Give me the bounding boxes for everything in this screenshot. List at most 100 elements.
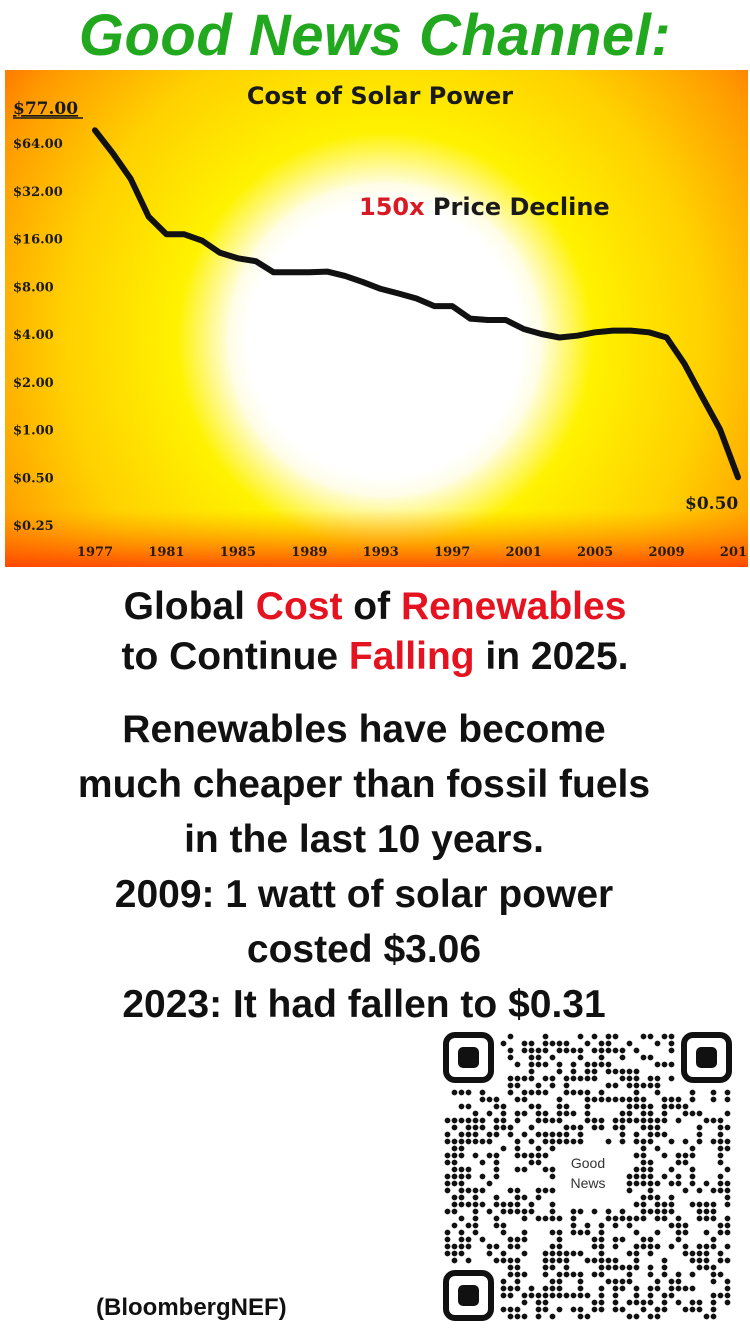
qr-module [535,1054,542,1061]
qr-module [696,1264,703,1271]
qr-module [514,1061,521,1068]
qr-module [556,1278,563,1285]
qr-module [500,1117,507,1124]
qr-module [619,1117,626,1124]
qr-module [472,1194,479,1201]
qr-module [591,1061,598,1068]
qr-module [689,1306,696,1313]
qr-module [521,1075,528,1082]
qr-module [598,1089,605,1096]
qr-module [507,1033,514,1040]
qr-module [675,1180,682,1187]
qr-module [724,1166,731,1173]
qr-module [626,1299,633,1306]
qr-module [521,1152,528,1159]
qr-module [563,1250,570,1257]
qr-module [675,1222,682,1229]
qr-module [451,1138,458,1145]
qr-module [696,1208,703,1215]
qr-module [472,1208,479,1215]
qr-module [605,1082,612,1089]
qr-module [528,1201,535,1208]
qr-module [668,1222,675,1229]
qr-module [724,1096,731,1103]
qr-module [584,1292,591,1299]
qr-module [717,1124,724,1131]
qr-module [507,1075,514,1082]
qr-module [535,1187,542,1194]
qr-module [542,1075,549,1082]
qr-module [479,1138,486,1145]
qr-code[interactable]: Good News [440,1030,735,1322]
qr-finder-ring [443,1270,494,1321]
y-axis-ticks: $64.00 $32.00 $16.00 $8.00 $4.00 $2.00 $1.00 $0… [13,137,63,534]
body-line: costed $3.06 [246,928,482,971]
qr-module [619,1110,626,1117]
qr-module [703,1229,710,1236]
qr-module [661,1061,668,1068]
qr-module [668,1103,675,1110]
qr-module [703,1250,710,1257]
qr-module [591,1117,598,1124]
qr-module [717,1229,724,1236]
qr-module [640,1117,647,1124]
qr-module [584,1061,591,1068]
qr-module [619,1054,626,1061]
qr-module [598,1047,605,1054]
qr-module [640,1152,647,1159]
qr-module [661,1208,668,1215]
qr-module [689,1271,696,1278]
qr-module [710,1215,717,1222]
qr-module [549,1040,556,1047]
qr-module [528,1159,535,1166]
qr-module [591,1208,598,1215]
qr-module [479,1236,486,1243]
qr-module [717,1117,724,1124]
qr-module [458,1173,465,1180]
qr-module [542,1033,549,1040]
qr-module [654,1082,661,1089]
qr-module [514,1306,521,1313]
qr-module [465,1124,472,1131]
qr-module [500,1229,507,1236]
qr-module [668,1243,675,1250]
qr-module [563,1264,570,1271]
qr-module [528,1089,535,1096]
qr-module [612,1236,619,1243]
qr-module [689,1299,696,1306]
qr-module [493,1215,500,1222]
qr-module [570,1068,577,1075]
qr-module [675,1103,682,1110]
qr-module [528,1285,535,1292]
headline: Global Cost of Renewables to Continue Fa… [0,582,750,682]
qr-module [626,1075,633,1082]
qr-module [514,1313,521,1320]
qr-module [472,1187,479,1194]
qr-module [521,1215,528,1222]
qr-module [689,1096,696,1103]
qr-module [535,1047,542,1054]
qr-module [647,1243,654,1250]
qr-code-image [443,1032,732,1321]
qr-module [640,1180,647,1187]
y-tick-label: $1.00 [13,424,54,439]
qr-module [668,1194,675,1201]
qr-module [507,1313,514,1320]
qr-module [458,1166,465,1173]
qr-module [710,1243,717,1250]
qr-module [514,1264,521,1271]
qr-module [521,1110,528,1117]
qr-module [528,1054,535,1061]
qr-module [661,1257,668,1264]
qr-module [675,1096,682,1103]
qr-module [612,1278,619,1285]
qr-module [647,1033,654,1040]
qr-module [668,1292,675,1299]
qr-module [724,1110,731,1117]
qr-module [640,1306,647,1313]
qr-module [633,1257,640,1264]
qr-module [528,1061,535,1068]
qr-module [668,1180,675,1187]
qr-module [598,1096,605,1103]
qr-module [514,1096,521,1103]
